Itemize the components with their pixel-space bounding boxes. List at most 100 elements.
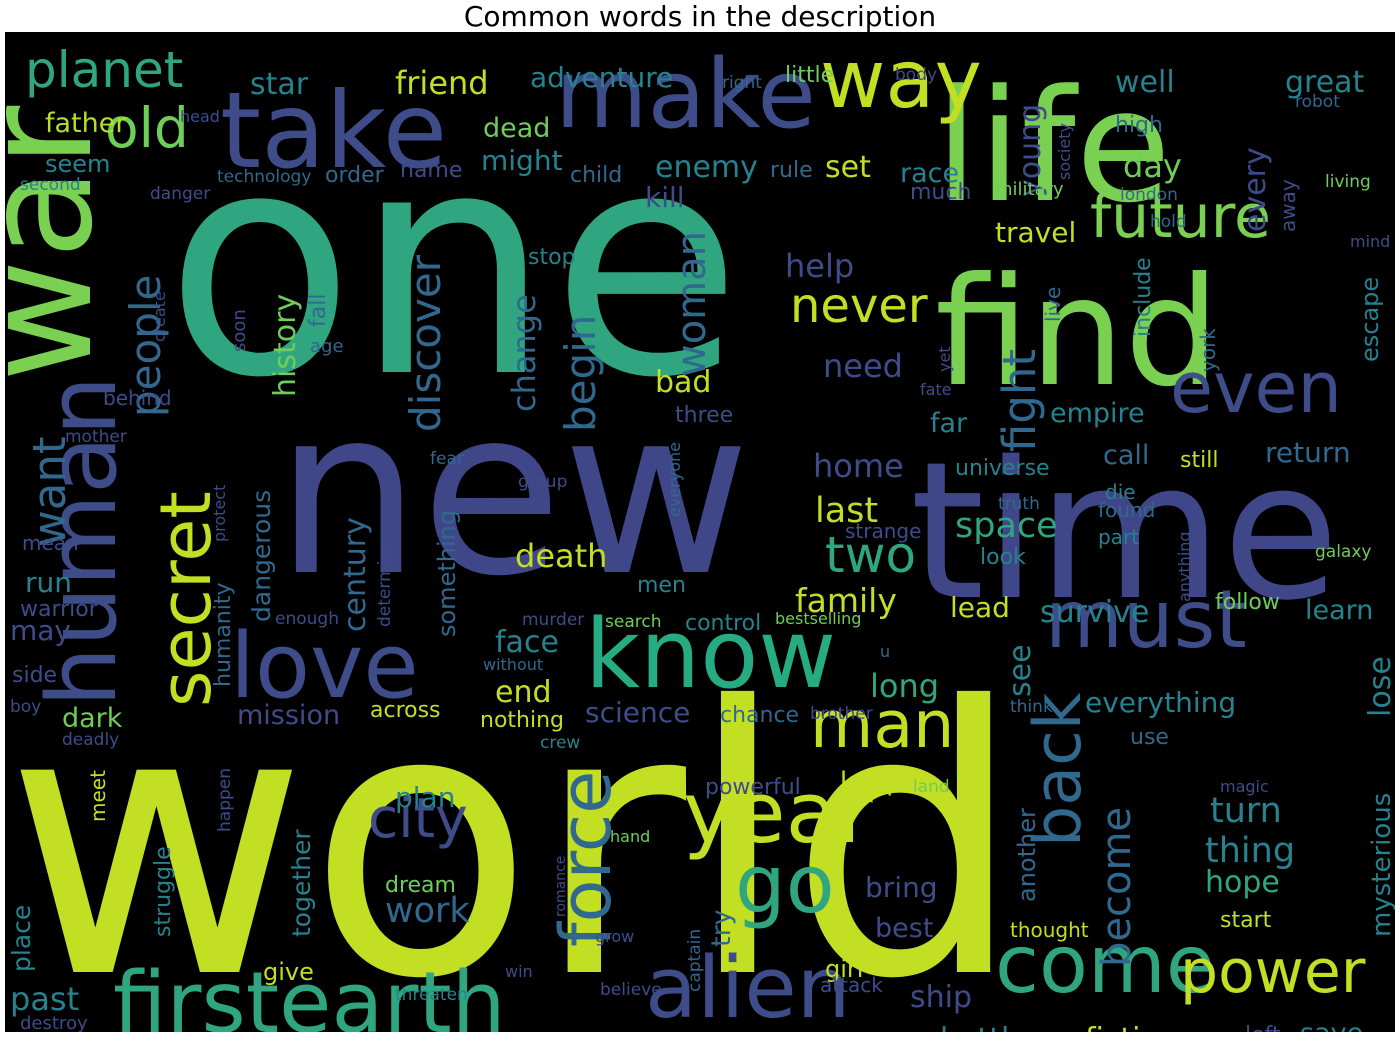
word-space: space xyxy=(955,506,1058,546)
word-save: save xyxy=(1300,1018,1363,1032)
word-girl: girl xyxy=(825,955,863,983)
word-face: face xyxy=(495,625,559,660)
word-force: force xyxy=(545,771,627,947)
word-star: star xyxy=(250,67,309,102)
word-science: science xyxy=(585,696,690,729)
word-people: people xyxy=(121,275,170,417)
word-magic: magic xyxy=(1220,777,1269,796)
word-fate: fate xyxy=(920,380,952,399)
word-place: place xyxy=(7,905,36,972)
word-deadly: deadly xyxy=(62,730,119,750)
word-away: away xyxy=(1276,179,1300,232)
word-found: found xyxy=(1098,498,1155,522)
word-man: man xyxy=(810,688,954,763)
word-call: call xyxy=(1103,440,1149,471)
word-see: see xyxy=(1003,644,1038,697)
word-find: find xyxy=(935,246,1220,420)
word-home: home xyxy=(813,447,904,485)
word-search: search xyxy=(605,612,661,632)
word-warrior: warrior xyxy=(20,597,99,622)
word-everyone: everyone xyxy=(665,442,684,517)
word-may: may xyxy=(10,614,71,647)
word-together: together xyxy=(287,829,316,937)
word-boy: boy xyxy=(10,697,41,717)
chart-title: Common words in the description xyxy=(463,0,937,33)
word-control: control xyxy=(685,611,761,636)
word-body: body xyxy=(895,65,937,85)
word-galaxy: galaxy xyxy=(1315,542,1371,562)
word-far: far xyxy=(930,408,968,439)
word-live: live xyxy=(1041,287,1065,322)
word-name: name xyxy=(400,158,462,183)
word-fight: fight xyxy=(993,349,1046,452)
word-secret: secret xyxy=(145,491,227,707)
word-begin: begin xyxy=(556,315,605,432)
word-set: set xyxy=(825,150,871,185)
word-three: three xyxy=(675,403,733,428)
word-history: history xyxy=(268,294,303,397)
word-learn: learn xyxy=(1305,595,1373,626)
word-know: know xyxy=(585,600,836,710)
word-dark: dark xyxy=(62,703,123,734)
word-war: war xyxy=(5,105,126,382)
word-city: city xyxy=(368,786,468,850)
word-look: look xyxy=(980,545,1026,570)
word-enemy: enemy xyxy=(655,150,758,185)
word-much: much xyxy=(910,180,971,205)
word-great: great xyxy=(1285,65,1365,100)
word-turn: turn xyxy=(1210,791,1282,831)
word-strange: strange xyxy=(845,519,921,543)
word-chance: chance xyxy=(720,703,799,728)
word-fiction: fiction xyxy=(1085,1022,1178,1032)
word-fear: fear xyxy=(430,449,464,469)
word-take: take xyxy=(220,70,447,192)
word-group: group xyxy=(518,472,567,492)
word-determine: determine xyxy=(375,539,395,627)
word-back: back xyxy=(1021,692,1096,847)
word-create: create xyxy=(150,291,169,342)
word-men: men xyxy=(637,573,686,598)
word-travel: travel xyxy=(995,216,1076,249)
word-battle: battle xyxy=(940,1022,1028,1032)
word-everything: everything xyxy=(1085,686,1236,719)
word-grow: grow xyxy=(595,927,634,946)
word-need: need xyxy=(823,347,903,385)
word-help: help xyxy=(785,247,854,285)
word-fall: fall xyxy=(306,294,331,327)
word-way: way xyxy=(820,33,982,126)
word-even: even xyxy=(1170,347,1342,429)
word-become: become xyxy=(1094,807,1140,967)
word-use: use xyxy=(1130,725,1169,750)
word-dead: dead xyxy=(483,113,550,144)
word-soon: soon xyxy=(229,309,250,352)
word-die: die xyxy=(1105,480,1136,504)
word-society: society xyxy=(1055,123,1074,180)
word-head: head xyxy=(180,107,220,126)
word-mean: mean xyxy=(22,531,79,555)
word-enough: enough xyxy=(275,609,339,629)
word-must: must xyxy=(1045,573,1247,666)
word-planet: planet xyxy=(25,41,183,99)
word-best: best xyxy=(875,913,933,944)
word-come: come xyxy=(995,918,1215,1011)
word-long: long xyxy=(870,667,939,705)
word-two: two xyxy=(825,526,916,584)
word-ship: ship xyxy=(910,980,972,1015)
word-universe: universe xyxy=(955,456,1050,481)
word-romance: romance xyxy=(553,856,569,917)
word-powerful: powerful xyxy=(705,775,801,800)
word-another: another xyxy=(1013,808,1041,902)
word-lead: lead xyxy=(950,591,1010,624)
word-york: york xyxy=(1196,328,1220,372)
word-threaten: threaten xyxy=(395,985,468,1005)
word-london: london xyxy=(1120,185,1178,205)
word-stop: stop xyxy=(528,245,576,270)
word-without: without xyxy=(483,655,543,674)
word-young: young xyxy=(1013,104,1048,197)
word-u: u xyxy=(880,642,890,661)
word-crew: crew xyxy=(540,733,580,753)
word-bring: bring xyxy=(865,871,938,904)
word-across: across xyxy=(370,698,441,723)
word-power: power xyxy=(1180,937,1366,1007)
